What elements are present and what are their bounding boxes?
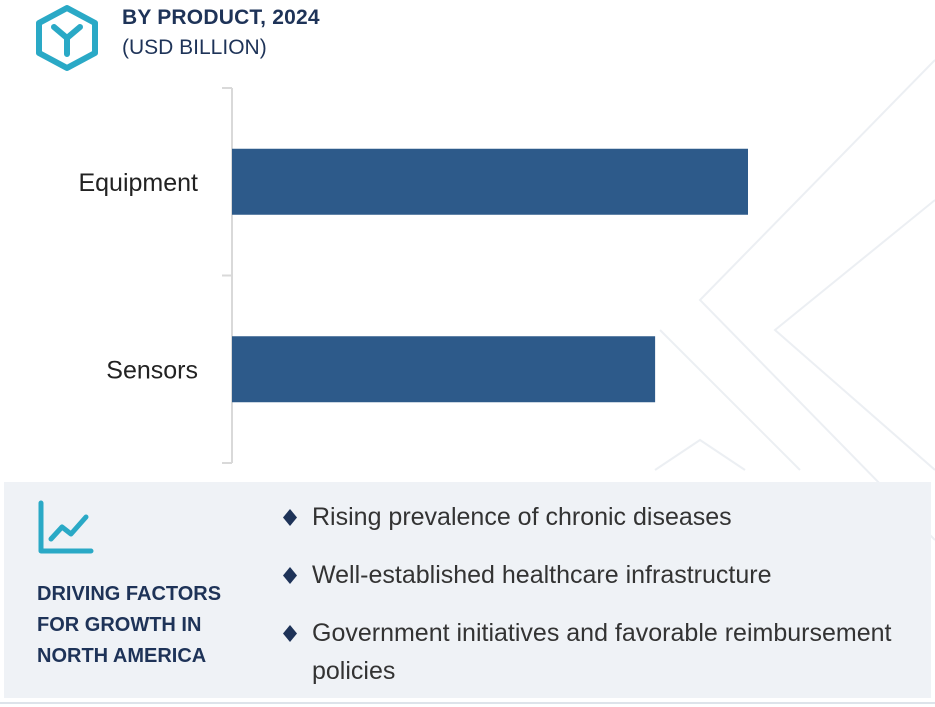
factor-list: Rising prevalence of chronic diseases We…: [282, 498, 922, 707]
factor-item: Rising prevalence of chronic diseases: [282, 498, 922, 536]
factor-item: Well-established healthcare infrastructu…: [282, 556, 922, 594]
diamond-bullet-icon: [283, 567, 297, 584]
panel-title: DRIVING FACTORS FOR GROWTH IN NORTH AMER…: [37, 583, 222, 667]
category-label-equipment: Equipment: [78, 169, 198, 197]
bar-equipment: [232, 148, 748, 215]
bottom-divider: [0, 702, 935, 704]
chart-header: BY PRODUCT, 2024 (USD BILLION): [0, 0, 935, 80]
factor-text: Government initiatives and favorable rei…: [312, 619, 892, 685]
bar-sensors: [232, 336, 656, 403]
bar-chart: Equipment Sensors: [0, 80, 935, 475]
chart-title: BY PRODUCT, 2024: [122, 6, 320, 29]
factor-text: Rising prevalence of chronic diseases: [312, 503, 732, 531]
trend-chart-icon: [38, 500, 94, 554]
bar-chart-svg: Equipment Sensors: [78, 87, 748, 464]
diamond-bullet-icon: [283, 509, 297, 526]
factor-text: Well-established healthcare infrastructu…: [312, 561, 772, 589]
factor-item: Government initiatives and favorable rei…: [282, 614, 922, 690]
driving-factors-panel: DRIVING FACTORS FOR GROWTH IN NORTH AMER…: [4, 482, 931, 698]
chart-subtitle: (USD BILLION): [122, 36, 267, 59]
category-label-sensors: Sensors: [106, 356, 198, 384]
hexagon-y-logo-icon: [36, 5, 98, 71]
diamond-bullet-icon: [283, 625, 297, 642]
